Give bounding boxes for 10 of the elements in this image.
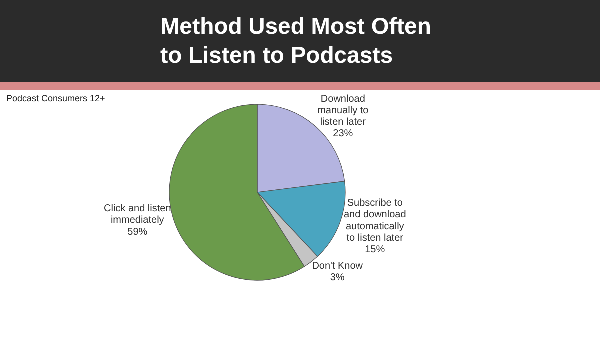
slice-label: Subscribe to and download automatically to listen later [344,198,406,244]
slice-label: Click and listen immediately [104,204,172,226]
data-label: 23% [333,128,354,140]
chart-title: Method Used Most Often to Listen to Podcasts [160,13,432,68]
slice-label: Download manually to listen later [318,94,370,128]
data-label: 15% [365,244,386,256]
slice-label: Don't Know [312,261,364,272]
data-label: 3% [330,272,345,284]
data-label: 59% [128,226,148,238]
chart-subtitle: Podcast Consumers 12+ [6,94,106,104]
